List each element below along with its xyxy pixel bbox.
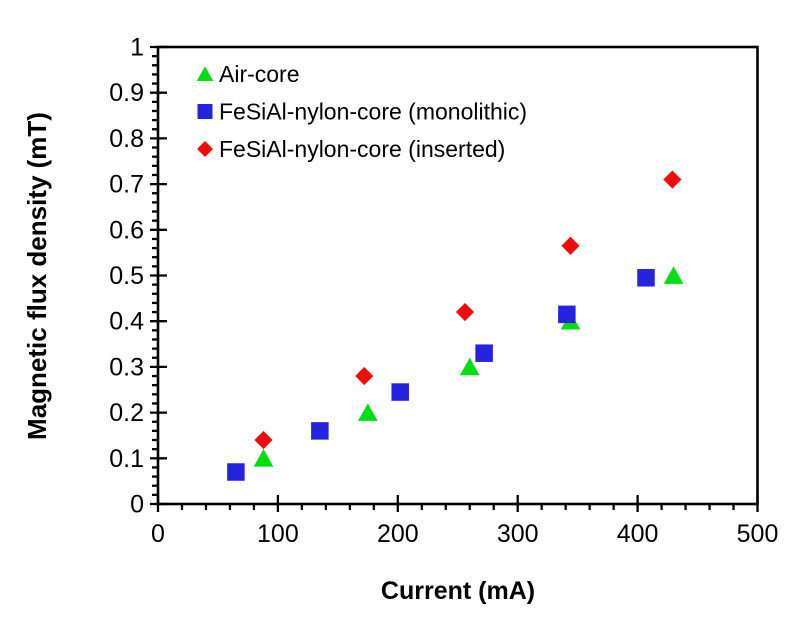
data-point-marker [254,430,273,450]
data-point-marker [663,170,682,189]
x-tick-label: 400 [617,520,659,548]
x-tick-label: 200 [377,520,419,548]
y-tick-label: 0.6 [109,216,144,244]
legend-diamond-icon [197,141,213,157]
legend: Air-core FeSiAl-nylon-core (monolithic) Fe… [196,61,527,162]
series-square [227,269,655,481]
y-tick-label: 0.1 [109,445,144,473]
y-tick-label: 0.3 [109,353,144,381]
data-point-marker [637,269,655,287]
legend-item: FeSiAl-nylon-core (monolithic) [197,99,527,125]
data-point-marker [358,403,378,421]
x-tick-label: 100 [257,520,299,548]
y-tick-label: 0.7 [109,171,144,199]
x-tick-label: 0 [151,520,165,548]
legend-label: Air-core [219,61,300,87]
legend-triangle-icon [196,66,214,81]
legend-item: Air-core [196,61,300,87]
y-tick-label: 0.5 [109,262,144,290]
data-point-marker [311,422,329,440]
legend-square-icon [197,104,213,119]
x-tick-label: 300 [497,520,539,548]
axis-ticks [150,45,759,512]
data-point-marker [561,236,580,255]
data-point-marker [475,344,493,362]
series-diamond [254,170,682,450]
legend-item: FeSiAl-nylon-core (inserted) [197,136,505,162]
y-axis-title: Magnetic flux density (mT) [22,112,52,440]
y-tick-label: 0.9 [109,79,144,107]
data-point-marker [663,266,684,284]
data-point-marker [558,305,576,324]
data-point-marker [459,357,480,376]
y-tick-label: 0.2 [109,399,144,427]
x-axis-title: Current (mA) [381,577,535,605]
axis-tick-labels: 0 100 200 300 400 500 0 0.1 0.2 0.3 0.4 0.5 0.6 0.7 0.… [109,34,778,549]
data-point-marker [253,449,274,467]
data-point-marker [355,366,374,386]
data-point-marker [227,463,245,481]
x-tick-label: 500 [737,520,779,548]
legend-label: FeSiAl-nylon-core (inserted) [219,136,505,162]
y-tick-label: 0.8 [109,125,144,153]
legend-label: FeSiAl-nylon-core (monolithic) [219,99,527,125]
y-tick-label: 0.4 [109,308,144,336]
data-point-marker [455,302,475,322]
data-series [227,170,684,481]
y-tick-label: 0 [130,491,144,519]
data-point-marker [391,383,409,401]
y-tick-label: 1 [130,34,144,62]
